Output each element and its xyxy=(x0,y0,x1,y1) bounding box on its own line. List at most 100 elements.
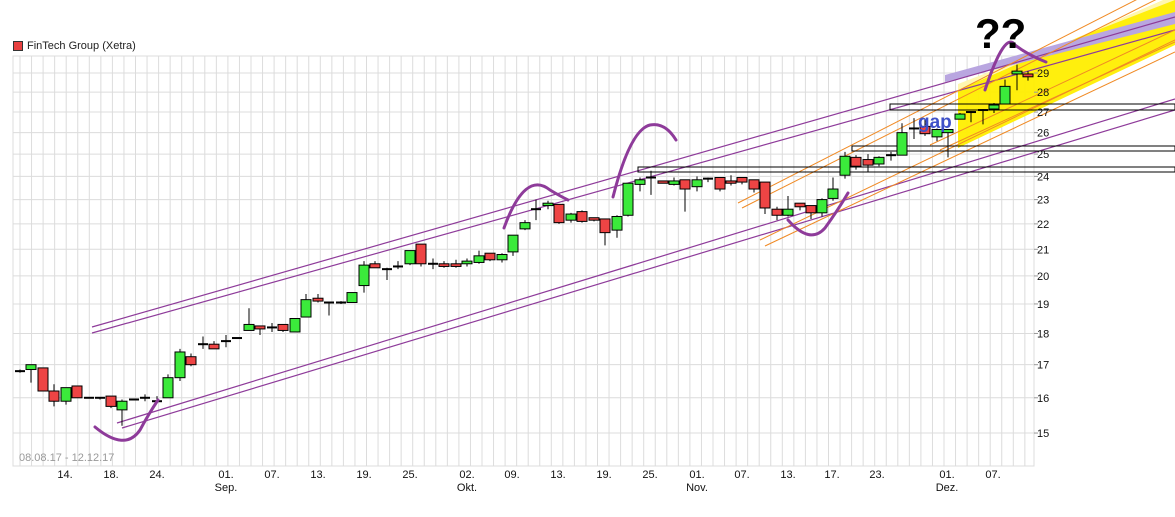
candle-body xyxy=(782,208,794,216)
candle xyxy=(542,200,554,210)
candle xyxy=(185,353,197,367)
candle xyxy=(48,384,60,407)
candle-body xyxy=(438,263,450,267)
candle xyxy=(267,322,277,332)
candle-body xyxy=(748,179,760,190)
candle xyxy=(771,206,783,221)
candle xyxy=(978,109,988,125)
candle xyxy=(404,250,416,266)
candle-body xyxy=(611,215,623,231)
candle-body xyxy=(415,243,427,265)
candle-body xyxy=(954,113,966,120)
lavender-band xyxy=(945,12,1175,82)
candle xyxy=(714,177,726,192)
candle xyxy=(438,261,450,268)
hand-drawn-curve xyxy=(93,398,160,442)
x-tick-label: 19. xyxy=(596,469,611,481)
support-zone xyxy=(889,103,1175,111)
x-tick-label: 01. xyxy=(939,469,954,481)
y-tick-label: 22 xyxy=(1037,219,1049,231)
question-annotation: ?? xyxy=(975,10,1026,57)
candle-body xyxy=(1022,73,1034,78)
candle xyxy=(116,399,128,426)
x-tick-label: 25. xyxy=(402,469,417,481)
candle xyxy=(208,341,220,350)
candle-body xyxy=(484,252,496,261)
candle-body xyxy=(369,263,381,269)
candle xyxy=(886,151,896,161)
channel-line xyxy=(91,16,1175,328)
candle xyxy=(71,385,83,399)
candle-body xyxy=(622,182,634,216)
candle xyxy=(782,196,794,217)
candle-body xyxy=(794,202,806,208)
candle-body xyxy=(919,125,931,135)
candle xyxy=(243,308,255,331)
y-tick-label: 18 xyxy=(1037,328,1049,340)
x-tick-label: 13. xyxy=(780,469,795,481)
candle xyxy=(1011,64,1023,91)
y-tick-label: 26 xyxy=(1037,128,1049,140)
candle xyxy=(336,301,346,304)
candle xyxy=(966,111,976,123)
candle xyxy=(496,253,508,263)
candle-body xyxy=(358,264,370,287)
candle-body xyxy=(827,188,839,199)
candle-body xyxy=(461,260,473,265)
candle xyxy=(576,210,588,223)
candle-body xyxy=(1011,70,1023,75)
candle-body xyxy=(208,343,220,350)
candle-body xyxy=(25,364,37,371)
candle-body xyxy=(277,323,289,331)
candle xyxy=(198,336,208,349)
candle xyxy=(646,170,656,195)
x-tick-label: 09. xyxy=(504,469,519,481)
support-zone xyxy=(851,145,1175,152)
candle xyxy=(254,325,266,335)
candle-body xyxy=(759,181,771,209)
y-tick-label: 24 xyxy=(1037,171,1049,183)
y-tick-label: 28 xyxy=(1037,87,1049,99)
candle xyxy=(324,301,334,316)
candle xyxy=(909,118,919,139)
candle-body xyxy=(657,180,669,184)
candle-body xyxy=(862,159,874,166)
candle xyxy=(415,243,427,267)
candle-body xyxy=(553,203,565,224)
candle xyxy=(736,177,748,185)
candle-body xyxy=(634,179,646,185)
candle xyxy=(140,394,150,402)
candle xyxy=(484,252,496,262)
candle-body xyxy=(450,263,462,267)
candle xyxy=(931,128,943,142)
candle xyxy=(277,323,289,332)
candle xyxy=(759,181,771,215)
candle xyxy=(588,217,600,222)
candle-body xyxy=(312,297,324,302)
candle-body xyxy=(805,205,817,214)
candle-body xyxy=(850,156,862,167)
candle xyxy=(679,179,691,212)
chart-grid xyxy=(12,55,1035,467)
candle-body xyxy=(289,318,301,333)
candle xyxy=(300,293,312,318)
trend-annotations xyxy=(91,0,1175,429)
candle xyxy=(725,175,737,186)
y-tick-label: 20 xyxy=(1037,271,1049,283)
x-tick-label: 18. xyxy=(103,469,118,481)
candle xyxy=(565,212,577,223)
candle-body xyxy=(185,356,197,366)
candle xyxy=(748,179,760,193)
candle xyxy=(703,177,713,183)
x-tick-label: 19. xyxy=(356,469,371,481)
candle xyxy=(839,151,851,179)
candle xyxy=(393,261,403,270)
candle xyxy=(428,258,438,270)
candle xyxy=(519,220,531,231)
x-tick-label: 24. xyxy=(149,469,164,481)
channel-line xyxy=(116,98,1175,424)
candle-body xyxy=(599,218,611,234)
x-tick-label: 13. xyxy=(550,469,565,481)
candle xyxy=(358,261,370,293)
candle xyxy=(622,182,634,217)
